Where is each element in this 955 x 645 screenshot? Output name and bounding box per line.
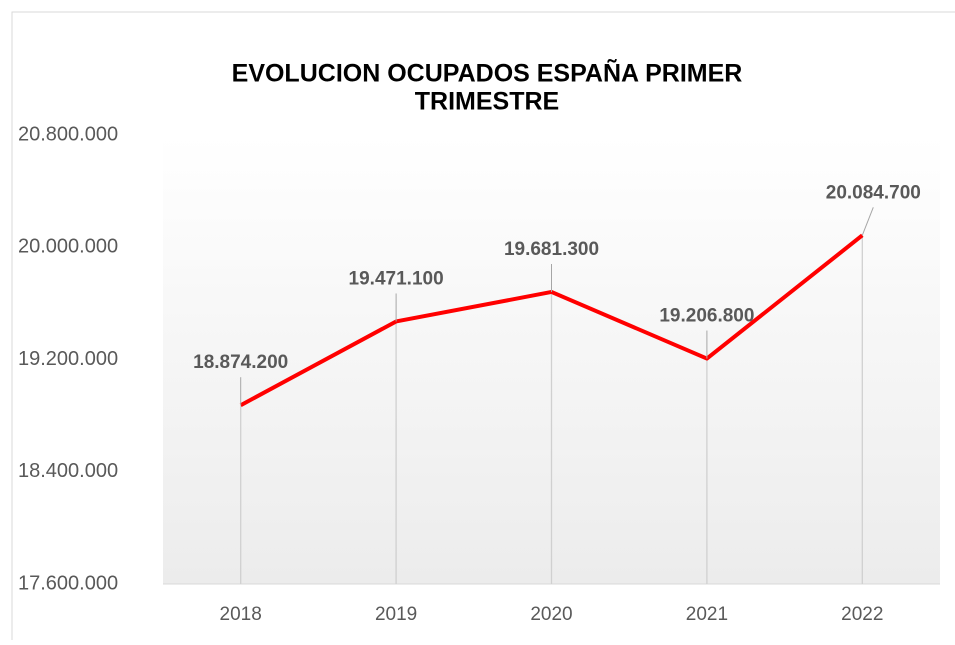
line bbox=[239, 233, 864, 407]
x-tick-label: 2018 bbox=[220, 604, 262, 625]
data-label: 19.681.300 bbox=[504, 239, 599, 260]
data-label: 20.084.700 bbox=[826, 182, 921, 203]
x-tick-label: 2019 bbox=[375, 604, 417, 625]
data-label: 19.471.100 bbox=[349, 268, 444, 289]
x-tick-label: 2021 bbox=[686, 604, 728, 625]
y-tick-label: 18.400.000 bbox=[18, 460, 118, 482]
chart-title: TRIMESTRE bbox=[415, 88, 559, 116]
data-label: 19.206.800 bbox=[659, 306, 754, 327]
leader-line bbox=[861, 207, 874, 236]
chart-title: EVOLUCION OCUPADOS ESPAÑA PRIMER bbox=[232, 58, 743, 88]
y-tick-label: 20.800.000 bbox=[18, 123, 118, 145]
x-tick-label: 2022 bbox=[841, 604, 883, 625]
y-tick-label: 19.200.000 bbox=[18, 348, 118, 370]
chart-border bbox=[11, 11, 955, 645]
y-tick-label: 17.600.000 bbox=[18, 572, 118, 594]
y-tick-label: 20.000.000 bbox=[18, 236, 118, 258]
data-label: 18.874.200 bbox=[193, 352, 288, 373]
x-tick-label: 2020 bbox=[530, 604, 572, 625]
